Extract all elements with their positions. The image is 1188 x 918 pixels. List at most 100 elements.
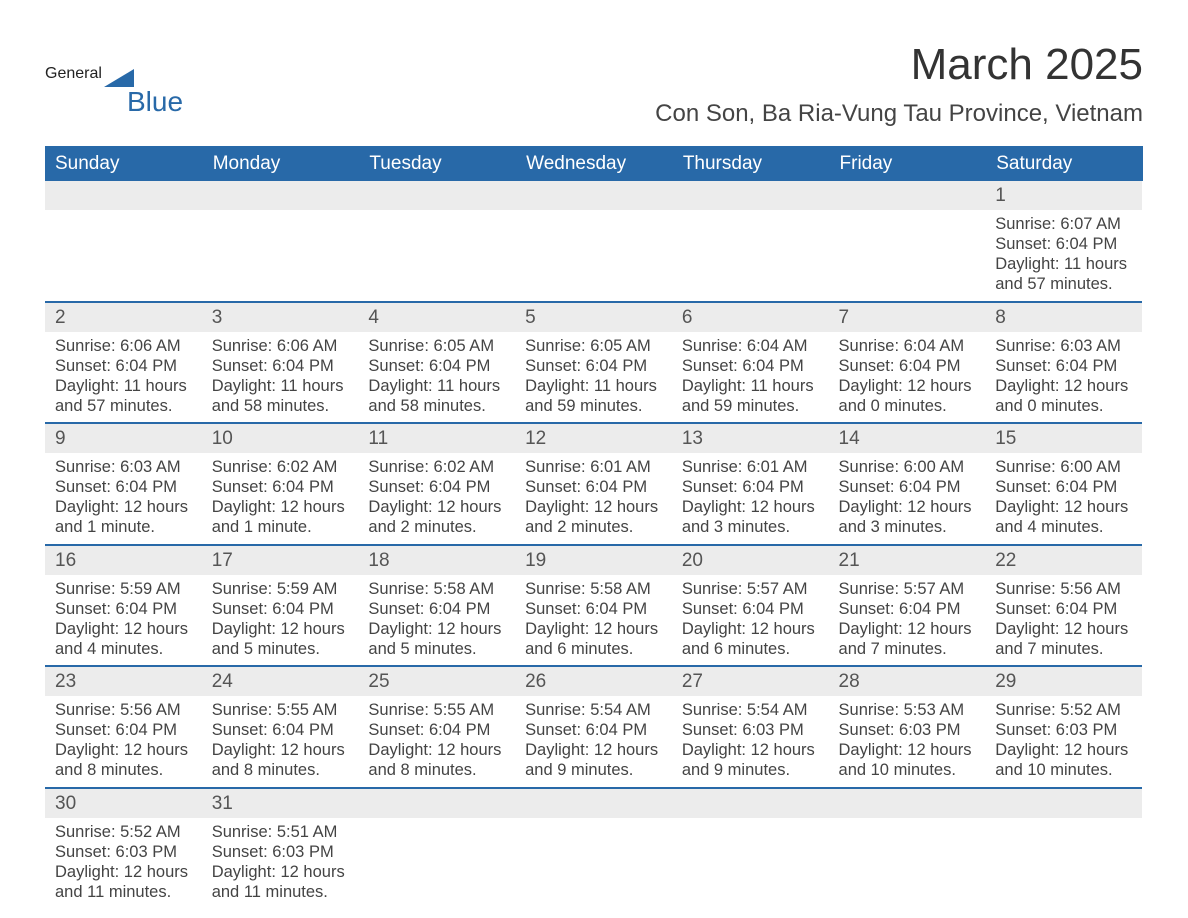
calendar-day-cell: 21Sunrise: 5:57 AMSunset: 6:04 PMDayligh… xyxy=(829,545,986,667)
day-number: 24 xyxy=(202,667,359,696)
sunset-text: Sunset: 6:04 PM xyxy=(995,599,1132,619)
sunset-text: Sunset: 6:04 PM xyxy=(212,477,349,497)
daylight-text: Daylight: 11 hours and 57 minutes. xyxy=(55,376,192,416)
day-details: Sunrise: 5:54 AMSunset: 6:04 PMDaylight:… xyxy=(515,696,672,787)
sunrise-text: Sunrise: 5:57 AM xyxy=(839,579,976,599)
day-number: 30 xyxy=(45,789,202,818)
calendar-day-cell: 14Sunrise: 6:00 AMSunset: 6:04 PMDayligh… xyxy=(829,423,986,545)
sunrise-text: Sunrise: 5:51 AM xyxy=(212,822,349,842)
daylight-text: Daylight: 11 hours and 57 minutes. xyxy=(995,254,1132,294)
day-details: Sunrise: 5:58 AMSunset: 6:04 PMDaylight:… xyxy=(358,575,515,666)
day-number: 27 xyxy=(672,667,829,696)
sunset-text: Sunset: 6:04 PM xyxy=(55,599,192,619)
day-number: 18 xyxy=(358,546,515,575)
calendar-day-cell xyxy=(515,788,672,909)
sunset-text: Sunset: 6:04 PM xyxy=(995,477,1132,497)
daylight-text: Daylight: 12 hours and 6 minutes. xyxy=(525,619,662,659)
sunrise-text: Sunrise: 6:05 AM xyxy=(368,336,505,356)
day-number: 4 xyxy=(358,303,515,332)
sunset-text: Sunset: 6:04 PM xyxy=(368,599,505,619)
sunrise-text: Sunrise: 6:05 AM xyxy=(525,336,662,356)
day-details xyxy=(358,818,515,898)
daylight-text: Daylight: 12 hours and 3 minutes. xyxy=(682,497,819,537)
weekday-header: Sunday xyxy=(45,146,202,181)
calendar-day-cell: 18Sunrise: 5:58 AMSunset: 6:04 PMDayligh… xyxy=(358,545,515,667)
location-subtitle: Con Son, Ba Ria-Vung Tau Province, Vietn… xyxy=(655,100,1143,128)
weekday-header: Tuesday xyxy=(358,146,515,181)
day-number: 11 xyxy=(358,424,515,453)
sunrise-text: Sunrise: 6:00 AM xyxy=(995,457,1132,477)
calendar-day-cell xyxy=(45,181,202,302)
sunrise-text: Sunrise: 6:02 AM xyxy=(368,457,505,477)
page-header: General Blue March 2025 Con Son, Ba Ria-… xyxy=(45,40,1143,128)
sunset-text: Sunset: 6:04 PM xyxy=(368,720,505,740)
calendar-day-cell xyxy=(515,181,672,302)
logo-general-text: General xyxy=(45,65,102,82)
sunrise-text: Sunrise: 6:03 AM xyxy=(55,457,192,477)
daylight-text: Daylight: 12 hours and 8 minutes. xyxy=(368,740,505,780)
day-number: 5 xyxy=(515,303,672,332)
calendar-day-cell: 17Sunrise: 5:59 AMSunset: 6:04 PMDayligh… xyxy=(202,545,359,667)
calendar-day-cell xyxy=(672,788,829,909)
sunset-text: Sunset: 6:03 PM xyxy=(55,842,192,862)
sunrise-text: Sunrise: 5:52 AM xyxy=(995,700,1132,720)
day-details xyxy=(515,818,672,898)
calendar-day-cell: 13Sunrise: 6:01 AMSunset: 6:04 PMDayligh… xyxy=(672,423,829,545)
daylight-text: Daylight: 12 hours and 0 minutes. xyxy=(995,376,1132,416)
sunset-text: Sunset: 6:04 PM xyxy=(525,599,662,619)
day-details: Sunrise: 5:52 AMSunset: 6:03 PMDaylight:… xyxy=(45,818,202,909)
day-details: Sunrise: 5:59 AMSunset: 6:04 PMDaylight:… xyxy=(45,575,202,666)
day-number: 31 xyxy=(202,789,359,818)
day-details: Sunrise: 5:55 AMSunset: 6:04 PMDaylight:… xyxy=(202,696,359,787)
sunrise-text: Sunrise: 5:54 AM xyxy=(525,700,662,720)
daylight-text: Daylight: 11 hours and 59 minutes. xyxy=(682,376,819,416)
day-details: Sunrise: 6:06 AMSunset: 6:04 PMDaylight:… xyxy=(202,332,359,423)
sunrise-text: Sunrise: 6:01 AM xyxy=(682,457,819,477)
daylight-text: Daylight: 12 hours and 2 minutes. xyxy=(368,497,505,537)
logo-blue-text: Blue xyxy=(127,86,183,118)
day-details xyxy=(829,210,986,290)
day-number xyxy=(45,181,202,210)
logo: General Blue xyxy=(45,65,183,118)
sunset-text: Sunset: 6:04 PM xyxy=(525,477,662,497)
daylight-text: Daylight: 12 hours and 0 minutes. xyxy=(839,376,976,416)
calendar-day-cell: 4 Sunrise: 6:05 AMSunset: 6:04 PMDaylight… xyxy=(358,302,515,424)
calendar-week-row: 1Sunrise: 6:07 AMSunset: 6:04 PMDaylight… xyxy=(45,181,1142,302)
calendar-day-cell: 26Sunrise: 5:54 AMSunset: 6:04 PMDayligh… xyxy=(515,666,672,788)
calendar-day-cell: 1Sunrise: 6:07 AMSunset: 6:04 PMDaylight… xyxy=(985,181,1142,302)
weekday-header: Wednesday xyxy=(515,146,672,181)
daylight-text: Daylight: 12 hours and 1 minute. xyxy=(212,497,349,537)
sunset-text: Sunset: 6:04 PM xyxy=(55,356,192,376)
day-number: 6 xyxy=(672,303,829,332)
day-details: Sunrise: 5:54 AMSunset: 6:03 PMDaylight:… xyxy=(672,696,829,787)
day-details xyxy=(672,818,829,898)
day-details: Sunrise: 6:07 AMSunset: 6:04 PMDaylight:… xyxy=(985,210,1142,301)
day-details: Sunrise: 6:01 AMSunset: 6:04 PMDaylight:… xyxy=(672,453,829,544)
calendar-day-cell: 20Sunrise: 5:57 AMSunset: 6:04 PMDayligh… xyxy=(672,545,829,667)
daylight-text: Daylight: 12 hours and 7 minutes. xyxy=(839,619,976,659)
sunset-text: Sunset: 6:04 PM xyxy=(368,356,505,376)
sunset-text: Sunset: 6:03 PM xyxy=(212,842,349,862)
sunset-text: Sunset: 6:04 PM xyxy=(368,477,505,497)
weekday-header: Saturday xyxy=(985,146,1142,181)
day-number: 10 xyxy=(202,424,359,453)
sunset-text: Sunset: 6:04 PM xyxy=(839,477,976,497)
day-number xyxy=(358,181,515,210)
sunset-text: Sunset: 6:04 PM xyxy=(55,720,192,740)
day-number: 28 xyxy=(829,667,986,696)
calendar-day-cell xyxy=(672,181,829,302)
daylight-text: Daylight: 11 hours and 58 minutes. xyxy=(368,376,505,416)
calendar-day-cell: 11 Sunrise: 6:02 AMSunset: 6:04 PMDayligh… xyxy=(358,423,515,545)
day-number: 29 xyxy=(985,667,1142,696)
sunrise-text: Sunrise: 5:57 AM xyxy=(682,579,819,599)
day-details: Sunrise: 6:03 AMSunset: 6:04 PMDaylight:… xyxy=(45,453,202,544)
day-details xyxy=(672,210,829,290)
day-number xyxy=(515,789,672,818)
daylight-text: Daylight: 12 hours and 8 minutes. xyxy=(55,740,192,780)
day-number: 17 xyxy=(202,546,359,575)
calendar-day-cell: 23Sunrise: 5:56 AMSunset: 6:04 PMDayligh… xyxy=(45,666,202,788)
sunset-text: Sunset: 6:04 PM xyxy=(682,356,819,376)
sunrise-text: Sunrise: 5:53 AM xyxy=(839,700,976,720)
daylight-text: Daylight: 12 hours and 11 minutes. xyxy=(55,862,192,902)
sunrise-text: Sunrise: 5:55 AM xyxy=(212,700,349,720)
